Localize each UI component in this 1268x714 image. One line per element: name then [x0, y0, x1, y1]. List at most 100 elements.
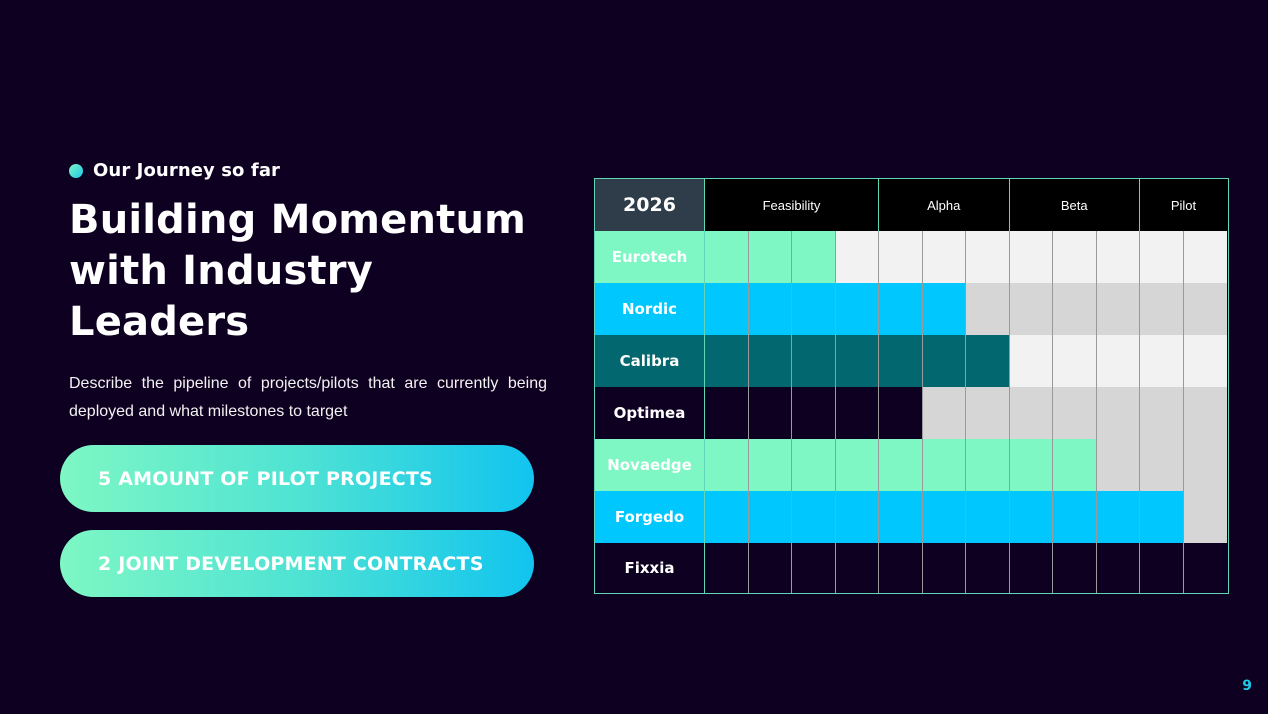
gantt-progress-cell: [922, 283, 966, 335]
gantt-progress-cell: [792, 439, 836, 491]
gantt-row-label: Eurotech: [595, 231, 705, 283]
gantt-empty-cell: [1053, 231, 1097, 283]
gantt-progress-cell: [792, 283, 836, 335]
gantt-progress-cell: [922, 335, 966, 387]
gantt-empty-cell: [1183, 231, 1227, 283]
gantt-progress-cell: [792, 231, 836, 283]
gantt-progress-cell: [705, 491, 749, 543]
gantt-row-eurotech: Eurotech: [595, 231, 1228, 283]
gantt-empty-cell: [1096, 439, 1140, 491]
gantt-progress-cell: [922, 439, 966, 491]
gantt-progress-cell: [705, 543, 749, 593]
gantt-empty-cell: [835, 231, 879, 283]
gantt-row-label: Fixxia: [595, 543, 705, 593]
stat-pill-joint-contracts: 2 JOINT DEVELOPMENT CONTRACTS: [60, 530, 534, 597]
gantt-row-label: Forgedo: [595, 491, 705, 543]
gantt-progress-cell: [748, 335, 792, 387]
bullet-dot-icon: [69, 163, 83, 178]
gantt-progress-cell: [1140, 543, 1184, 593]
gantt-progress-cell: [1053, 543, 1097, 593]
gantt-empty-cell: [1096, 231, 1140, 283]
gantt-progress-cell: [748, 491, 792, 543]
gantt-progress-cell: [705, 335, 749, 387]
page-description: Describe the pipeline of projects/pilots…: [69, 375, 547, 420]
stat-pill-label: 5 AMOUNT OF PILOT PROJECTS: [98, 467, 433, 490]
gantt-empty-cell: [1053, 335, 1097, 387]
gantt-row-fixxia: Fixxia: [595, 543, 1228, 593]
gantt-row-label: Calibra: [595, 335, 705, 387]
gantt-phase-pilot: Pilot: [1170, 197, 1197, 213]
gantt-empty-cell: [1183, 335, 1227, 387]
gantt-empty-cell: [1183, 491, 1227, 543]
stat-pill-pilot-projects: 5 AMOUNT OF PILOT PROJECTS: [60, 445, 534, 512]
gantt-empty-cell: [966, 387, 1010, 439]
gantt-progress-cell: [792, 491, 836, 543]
gantt-progress-cell: [1009, 439, 1053, 491]
gantt-progress-cell: [1096, 543, 1140, 593]
gantt-progress-cell: [1009, 543, 1053, 593]
gantt-progress-cell: [1009, 491, 1053, 543]
gantt-empty-cell: [1183, 387, 1227, 439]
gantt-empty-cell: [1096, 283, 1140, 335]
gantt-progress-cell: [748, 387, 792, 439]
gantt-progress-cell: [879, 335, 923, 387]
gantt-empty-cell: [1140, 335, 1184, 387]
gantt-empty-cell: [922, 387, 966, 439]
gantt-progress-cell: [1053, 491, 1097, 543]
gantt-progress-cell: [792, 543, 836, 593]
gantt-phase-beta: Beta: [1010, 179, 1140, 231]
gantt-phase-feasibility: Feasibility: [705, 179, 879, 231]
gantt-progress-cell: [879, 543, 923, 593]
gantt-progress-cell: [835, 491, 879, 543]
gantt-progress-cell: [748, 543, 792, 593]
gantt-empty-cell: [879, 231, 923, 283]
gantt-empty-cell: [1053, 387, 1097, 439]
gantt-row-novaedge: Novaedge: [595, 439, 1228, 491]
intro-section: Our Journey so far Building Momentum wit…: [69, 160, 549, 426]
gantt-row-forgedo: Forgedo: [595, 491, 1228, 543]
gantt-phase-alpha: Alpha: [879, 179, 1010, 231]
gantt-progress-cell: [879, 439, 923, 491]
gantt-empty-cell: [922, 231, 966, 283]
gantt-progress-cell: [966, 491, 1010, 543]
gantt-empty-cell: [966, 231, 1010, 283]
gantt-progress-cell: [748, 283, 792, 335]
gantt-row-nordic: Nordic: [595, 283, 1228, 335]
gantt-progress-cell: [922, 491, 966, 543]
gantt-progress-cell: [879, 491, 923, 543]
gantt-row-optimea: Optimea: [595, 387, 1228, 439]
gantt-progress-cell: [1140, 491, 1184, 543]
gantt-progress-cell: [792, 387, 836, 439]
gantt-progress-cell: [835, 387, 879, 439]
gantt-progress-cell: [792, 335, 836, 387]
gantt-empty-cell: [1009, 283, 1053, 335]
gantt-progress-cell: [1183, 543, 1227, 593]
gantt-progress-cell: [705, 387, 749, 439]
gantt-progress-cell: [835, 543, 879, 593]
gantt-empty-cell: [1140, 439, 1184, 491]
gantt-progress-cell: [705, 439, 749, 491]
gantt-empty-cell: [1140, 231, 1184, 283]
gantt-progress-cell: [835, 283, 879, 335]
gantt-row-label: Nordic: [595, 283, 705, 335]
gantt-row-label: Novaedge: [595, 439, 705, 491]
gantt-empty-cell: [1009, 231, 1053, 283]
gantt-progress-cell: [879, 283, 923, 335]
gantt-empty-cell: [1096, 387, 1140, 439]
gantt-header: 2026 Feasibility Alpha Beta Pilot: [595, 179, 1228, 231]
page-title: Building Momentum with Industry Leaders: [69, 197, 527, 345]
gantt-progress-cell: [835, 335, 879, 387]
gantt-empty-cell: [1140, 387, 1184, 439]
gantt-progress-cell: [966, 335, 1010, 387]
gantt-progress-cell: [1053, 439, 1097, 491]
gantt-progress-cell: [705, 231, 749, 283]
gantt-progress-cell: [879, 387, 923, 439]
gantt-chart: 2026 Feasibility Alpha Beta Pilot Eurotech N…: [594, 178, 1229, 594]
stat-pill-label: 2 JOINT DEVELOPMENT CONTRACTS: [98, 552, 484, 575]
gantt-progress-cell: [835, 439, 879, 491]
gantt-progress-cell: [748, 231, 792, 283]
gantt-year: 2026: [595, 179, 705, 231]
gantt-row-calibra: Calibra: [595, 335, 1228, 387]
gantt-progress-cell: [1096, 491, 1140, 543]
gantt-empty-cell: [1183, 439, 1227, 491]
